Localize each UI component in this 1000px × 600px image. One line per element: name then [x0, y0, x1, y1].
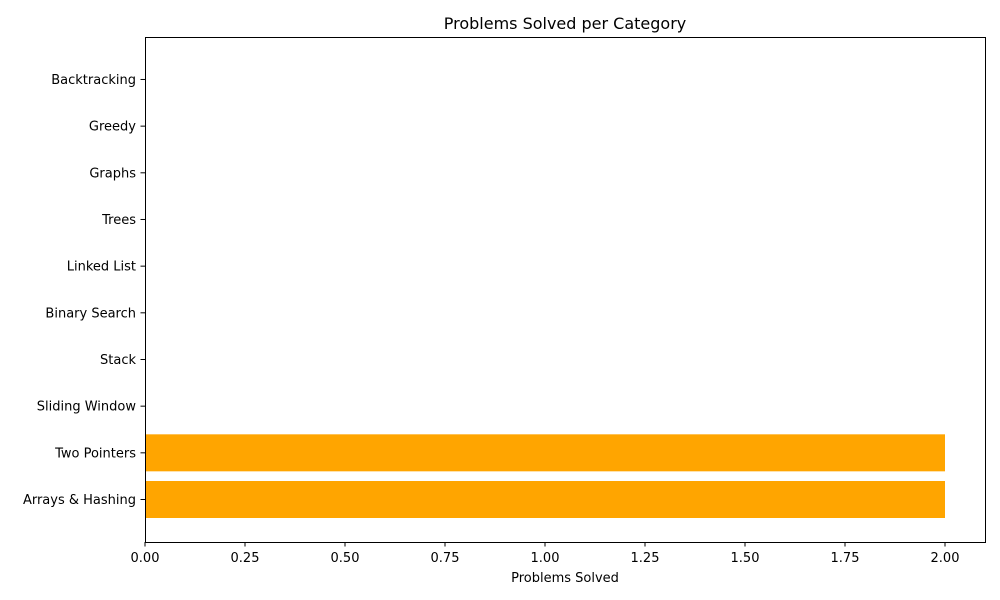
x-tick-label: 1.75: [831, 551, 860, 566]
y-axis: Arrays & Hashing Two Pointers Sliding Wind…: [23, 73, 145, 508]
y-tick-label: Arrays & Hashing: [23, 493, 136, 508]
x-tick-label: 2.00: [931, 551, 960, 566]
y-tick-label: Sliding Window: [37, 400, 137, 415]
x-tick-label: 0.50: [331, 551, 360, 566]
y-tick-label: Binary Search: [45, 306, 136, 321]
x-tick-label: 0.00: [131, 551, 160, 566]
x-tick-label: 0.25: [231, 551, 260, 566]
y-tick-label: Trees: [101, 213, 136, 228]
bars-group: [145, 434, 945, 518]
y-tick-label: Linked List: [67, 260, 136, 275]
chart-title: Problems Solved per Category: [444, 14, 687, 33]
bar-two-pointers: [145, 434, 945, 472]
x-tick-label: 1.25: [631, 551, 660, 566]
x-axis-label: Problems Solved: [511, 571, 619, 586]
bar-arrays-hashing: [145, 481, 945, 518]
x-axis: 0.00 0.25 0.50 0.75 1.00 1.25 1.50 1.75 2.00: [131, 542, 960, 566]
x-tick-label: 0.75: [431, 551, 460, 566]
y-tick-label: Backtracking: [51, 73, 136, 88]
y-tick-label: Stack: [100, 353, 136, 368]
x-tick-label: 1.50: [731, 551, 760, 566]
y-tick-label: Greedy: [89, 120, 136, 135]
plot-frame: [145, 37, 986, 543]
x-tick-label: 1.00: [531, 551, 560, 566]
y-tick-label: Graphs: [89, 166, 136, 181]
y-tick-label: Two Pointers: [54, 446, 136, 461]
